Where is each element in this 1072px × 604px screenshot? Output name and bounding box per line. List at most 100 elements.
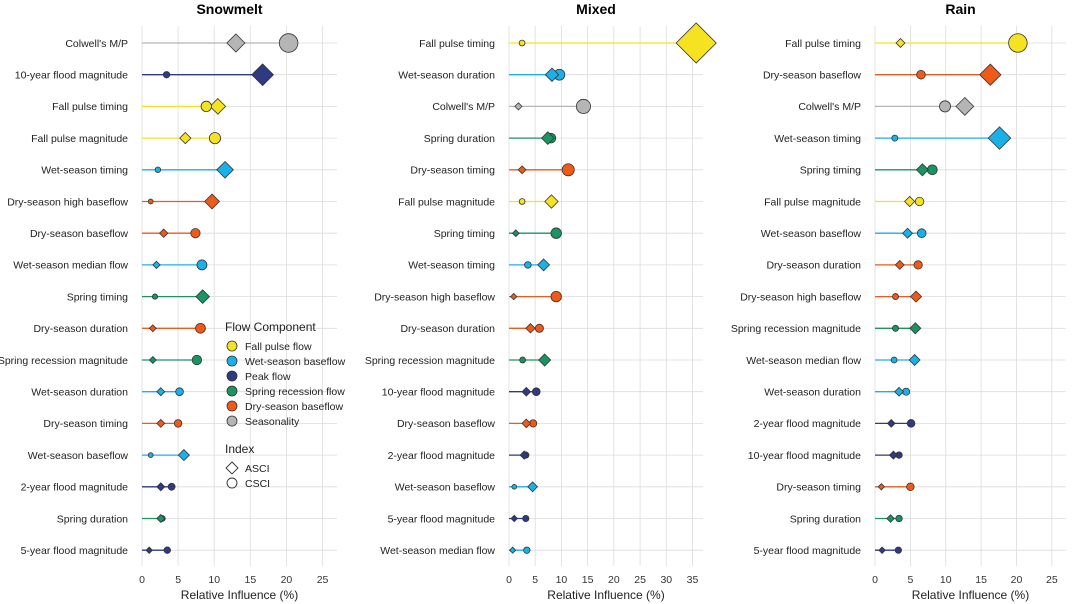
rain-row-label: Wet-season median flow [746,355,861,367]
legend-index-label: CSCI [245,478,270,490]
rain-xtick-label: 10 [940,574,952,586]
mixed-asci-point [514,102,523,111]
snowmelt-xtick-label: 5 [175,574,181,586]
snowmelt-asci-point [152,260,161,270]
rain-csci-point [913,260,923,270]
snowmelt-asci-point [251,63,274,87]
mixed-row-label: Spring recession magnitude [365,355,495,367]
snowmelt-asci-point [158,228,169,238]
rain-row-label: Colwell's M/P [798,101,861,113]
mixed-asci-point [510,292,518,301]
rain-xtick-label: 25 [1046,574,1058,586]
mixed-asci-point [525,323,536,334]
snowmelt-row-label: Dry-season timing [43,418,128,430]
rain-xtick-label: 5 [907,574,913,586]
legend-flow-swatch [226,340,238,352]
snowmelt-xtick-label: 20 [281,574,293,586]
rain-csci-point [914,196,925,207]
rain-row-label: Dry-season high baseflow [740,291,861,303]
rain-row-label: Wet-season baseflow [761,228,862,240]
snowmelt-asci-point [148,324,157,333]
snowmelt-asci-point [209,98,227,115]
rain-row-label: Fall pulse magnitude [764,196,861,208]
legend-csci-circle [226,477,238,489]
rain-row-label: Spring recession magnitude [731,323,861,335]
rain-asci-point [895,37,906,49]
snowmelt-csci-point [175,387,184,396]
mixed-row-label: Dry-season duration [400,323,495,335]
mixed-xtick-label: 25 [634,574,646,586]
rain-asci-point [979,63,1002,86]
mixed-asci-point [517,165,527,175]
legend-flow-swatch [226,355,238,367]
mixed-row-label: Wet-season timing [408,260,495,272]
mixed-row-label: Wet-season median flow [380,545,495,557]
mixed-asci-point [510,514,518,523]
rain-x-axis-title: Relative Influence (%) [912,588,1029,602]
rain-xtick-label: 20 [1011,574,1023,586]
rain-asci-point [909,322,922,335]
snowmelt-row-label: Spring duration [57,513,128,525]
rain-row-label: Spring timing [800,165,861,177]
mixed-x-axis-title: Relative Influence (%) [547,588,664,602]
snowmelt-asci-point [156,418,166,428]
legend-flow-swatch [226,385,238,397]
rain-row-label: 5-year flood magnitude [754,545,862,557]
mixed-asci-point [527,481,539,493]
legend-flow-label: Dry-season baseflow [245,401,343,413]
snowmelt-csci-point [278,33,299,53]
rain-row-label: Dry-season timing [776,482,861,494]
rain-asci-point [915,163,929,177]
snowmelt-asci-point [148,356,157,364]
mixed-row-label: Spring timing [434,228,495,240]
rain-csci-point [891,134,899,142]
snowmelt-csci-point [190,228,201,239]
snowmelt-asci-point [216,160,234,179]
legend-flow-label: Wet-season baseflow [245,356,346,368]
mixed-xtick-label: 5 [532,574,538,586]
rain-asci-point [902,227,914,239]
rain-csci-point [892,293,899,301]
rain-asci-point [894,259,905,270]
rain-csci-point [895,514,903,523]
mixed-csci-point [511,484,518,490]
rain-xtick-label: 0 [872,574,878,586]
rain-row-label: Wet-season timing [774,133,861,145]
rain-xtick-label: 15 [975,574,987,586]
rain-row-label: Dry-season duration [766,260,861,272]
legend-flow-label: Fall pulse flow [245,341,312,353]
rain-asci-point [955,96,975,116]
snowmelt-csci-point [196,259,208,271]
rain-asci-point [894,386,904,397]
mixed-row-label: 5-year flood magnitude [388,513,496,525]
legend-flow-swatch [226,415,238,427]
mixed-xtick-label: 35 [687,574,699,586]
mixed-row-label: Colwell's M/P [432,101,495,113]
snowmelt-asci-point [195,289,211,304]
mixed-row-label: Spring duration [424,133,495,145]
rain-csci-point [906,482,915,491]
mixed-asci-point [521,386,532,397]
legend-flow-label: Peak flow [245,371,291,383]
snowmelt-csci-point [195,322,206,334]
mixed-xtick-label: 15 [582,574,594,586]
snowmelt-csci-point [162,71,171,79]
rain-csci-point [892,324,899,332]
mixed-asci-point [544,67,560,82]
snowmelt-csci-point [200,100,212,113]
snowmelt-xtick-label: 25 [317,574,329,586]
mixed-xtick-label: 30 [660,574,672,586]
snowmelt-row-label: Dry-season high baseflow [7,196,128,208]
snowmelt-asci-point [177,449,190,462]
snowmelt-csci-point [147,452,154,458]
snowmelt-csci-point [167,482,176,491]
snowmelt-x-axis-title: Relative Influence (%) [181,588,298,602]
snowmelt-asci-point [226,33,246,53]
mixed-asci-point [544,194,559,209]
rain-row-label: Fall pulse timing [785,38,861,50]
rain-asci-point [886,419,896,428]
mixed-csci-point [518,198,526,205]
legend-flow-label: Seasonality [245,416,300,428]
mixed-csci-point [550,290,562,303]
